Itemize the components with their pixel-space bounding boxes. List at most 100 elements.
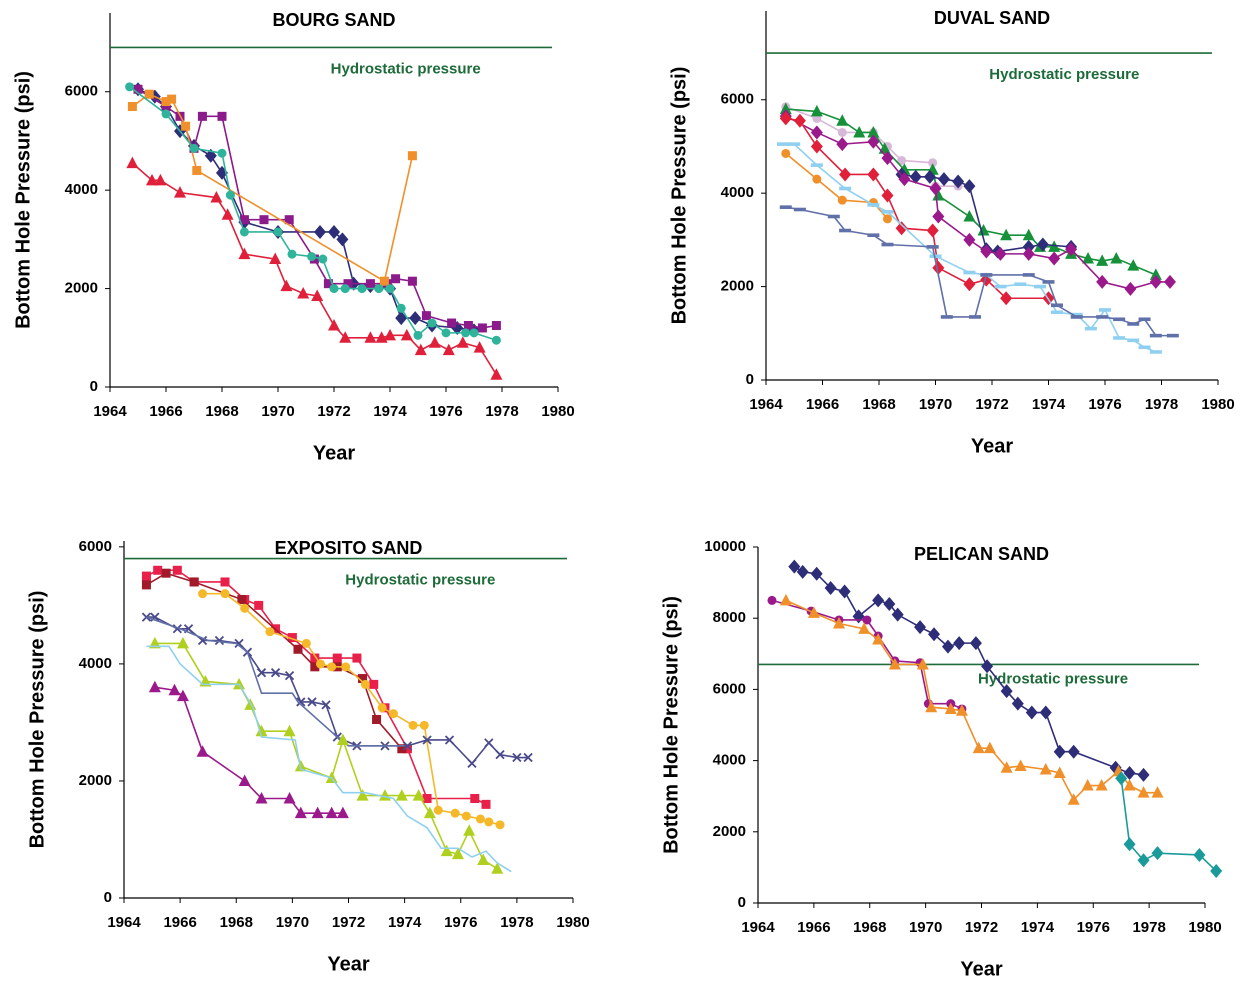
x-tick-label: 1972 <box>332 914 365 931</box>
point <box>1151 846 1164 861</box>
point <box>379 276 389 286</box>
point <box>287 633 297 643</box>
hydrostatic-label: Hydrostatic pressure <box>331 60 481 77</box>
series-line <box>771 599 963 710</box>
x-tick-label: 1970 <box>909 919 942 936</box>
point <box>283 792 296 804</box>
point <box>220 577 230 587</box>
point <box>314 224 326 239</box>
x-tick-label: 1980 <box>1188 919 1221 936</box>
point <box>441 328 451 338</box>
point <box>941 639 954 654</box>
point <box>952 174 965 189</box>
point <box>1151 786 1164 798</box>
point <box>467 758 477 769</box>
point <box>358 674 368 684</box>
point <box>793 207 806 212</box>
point <box>1124 281 1137 296</box>
point <box>475 814 485 824</box>
y-tick-label: 4000 <box>713 752 746 769</box>
point <box>176 636 189 649</box>
point <box>456 336 469 348</box>
point <box>325 806 338 819</box>
x-tick-label: 1974 <box>388 914 422 931</box>
point <box>310 662 320 672</box>
panel: 0 2000 4000 6000 1964 1966 1968 1970 1972 1974 197… <box>12 10 574 465</box>
point <box>824 580 837 595</box>
point <box>926 245 939 249</box>
point <box>284 670 295 681</box>
point <box>341 662 351 672</box>
point <box>1149 268 1162 280</box>
x-tick-label: 1970 <box>276 914 309 931</box>
point <box>1014 759 1027 771</box>
point <box>836 114 849 126</box>
point <box>1138 345 1151 350</box>
point <box>1000 291 1013 306</box>
point <box>161 568 171 578</box>
y-axis-label: Bottom Hole Pressure (psi) <box>660 596 682 854</box>
point <box>779 102 792 115</box>
point <box>923 169 936 184</box>
y-tick-label: 4000 <box>65 181 98 198</box>
point <box>980 244 993 259</box>
point <box>925 700 938 713</box>
point <box>174 186 186 198</box>
point <box>1050 303 1063 308</box>
point <box>284 215 294 225</box>
point <box>238 247 251 260</box>
chart-title: BOURG SAND <box>272 10 395 30</box>
point <box>357 284 367 294</box>
y-tick-label: 0 <box>746 371 754 388</box>
x-tick-label: 1968 <box>205 403 238 420</box>
point <box>981 659 994 674</box>
chart-title: PELICAN SAND <box>914 544 1049 564</box>
point <box>940 315 953 319</box>
point <box>972 741 985 754</box>
point <box>402 741 413 751</box>
chart-title: DUVAL SAND <box>934 8 1050 28</box>
point <box>928 158 938 168</box>
point <box>1137 786 1150 798</box>
point <box>395 789 408 801</box>
point <box>867 203 880 207</box>
point <box>168 683 181 696</box>
y-tick-label: 6000 <box>713 680 746 697</box>
point <box>891 607 904 622</box>
x-tick-label: 1964 <box>749 396 783 413</box>
point <box>969 315 982 319</box>
x-tick-label: 1968 <box>853 919 886 936</box>
point <box>421 311 431 321</box>
point <box>881 210 894 214</box>
point <box>955 704 968 716</box>
point <box>217 148 227 158</box>
x-tick-label: 1966 <box>806 396 839 413</box>
point <box>481 799 491 809</box>
point <box>470 794 480 804</box>
point <box>301 638 311 648</box>
x-tick-label: 1970 <box>919 396 952 413</box>
y-tick-label: 6000 <box>79 538 112 555</box>
point <box>461 811 471 821</box>
point <box>1115 771 1128 786</box>
point <box>495 749 505 760</box>
point <box>1113 317 1126 322</box>
point <box>225 190 235 200</box>
point <box>280 279 293 292</box>
point <box>473 341 486 353</box>
point <box>369 679 379 689</box>
point <box>310 653 320 663</box>
point <box>1138 317 1151 322</box>
point <box>364 331 377 343</box>
x-tick-label: 1976 <box>1088 396 1121 413</box>
point <box>336 232 349 247</box>
point <box>872 633 885 645</box>
point <box>1149 274 1162 289</box>
point <box>287 249 297 259</box>
point <box>255 792 268 804</box>
point <box>365 279 375 289</box>
point <box>969 636 982 651</box>
point <box>929 254 942 259</box>
point <box>422 735 432 745</box>
point <box>1096 315 1109 319</box>
